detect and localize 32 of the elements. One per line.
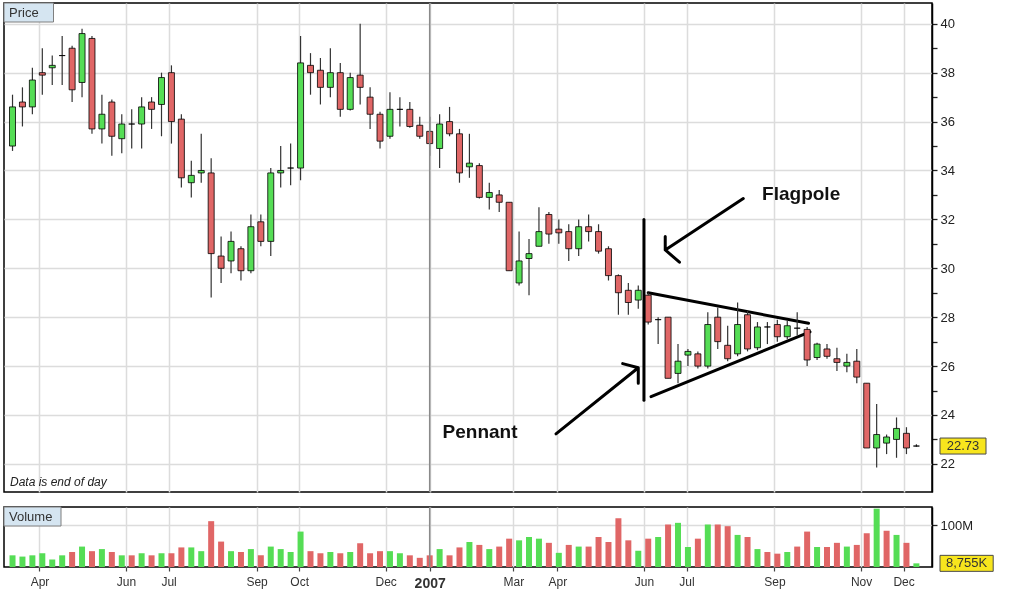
text: 22.73 <box>946 438 980 454</box>
x-tick-label: Sep <box>764 574 786 589</box>
y-tick-label: 36 <box>940 114 955 130</box>
chart-title: Price <box>9 5 39 20</box>
x-tick-label: Mar <box>503 574 525 589</box>
y-tick-label: 40 <box>940 16 955 32</box>
annotation: Flagpole <box>762 182 841 204</box>
y-tick-label: 24 <box>940 407 955 423</box>
x-tick-label: Dec <box>893 574 915 589</box>
text: 8,755K <box>946 555 988 571</box>
y-tick-label: 100M <box>940 517 974 533</box>
x-tick-label: Nov <box>850 574 873 589</box>
y-tick-label: 32 <box>940 211 955 227</box>
annotation: Pennant <box>442 420 519 442</box>
y-tick-label: 34 <box>940 162 955 178</box>
x-tick-label: Jul <box>161 574 177 589</box>
x-tick-label: Dec <box>375 574 397 589</box>
x-tick-label: Sep <box>246 574 269 589</box>
x-tick-label: Oct <box>290 574 310 589</box>
x-tick-label: Jun <box>116 574 137 589</box>
x-tick-label: 2007 <box>414 574 446 591</box>
y-tick-label: 26 <box>940 358 955 374</box>
x-tick-label: Apr <box>30 574 50 589</box>
x-tick-label: Jul <box>679 574 695 589</box>
y-tick-label: 28 <box>940 309 955 325</box>
x-tick-label: Jun <box>634 574 655 589</box>
y-tick-label: 30 <box>940 260 955 276</box>
annotation: Data is end of day <box>10 475 108 489</box>
y-tick-label: 22 <box>940 456 955 472</box>
chart-title: Volume <box>9 509 53 524</box>
y-tick-label: 38 <box>940 65 955 81</box>
x-tick-label: Apr <box>548 574 568 589</box>
